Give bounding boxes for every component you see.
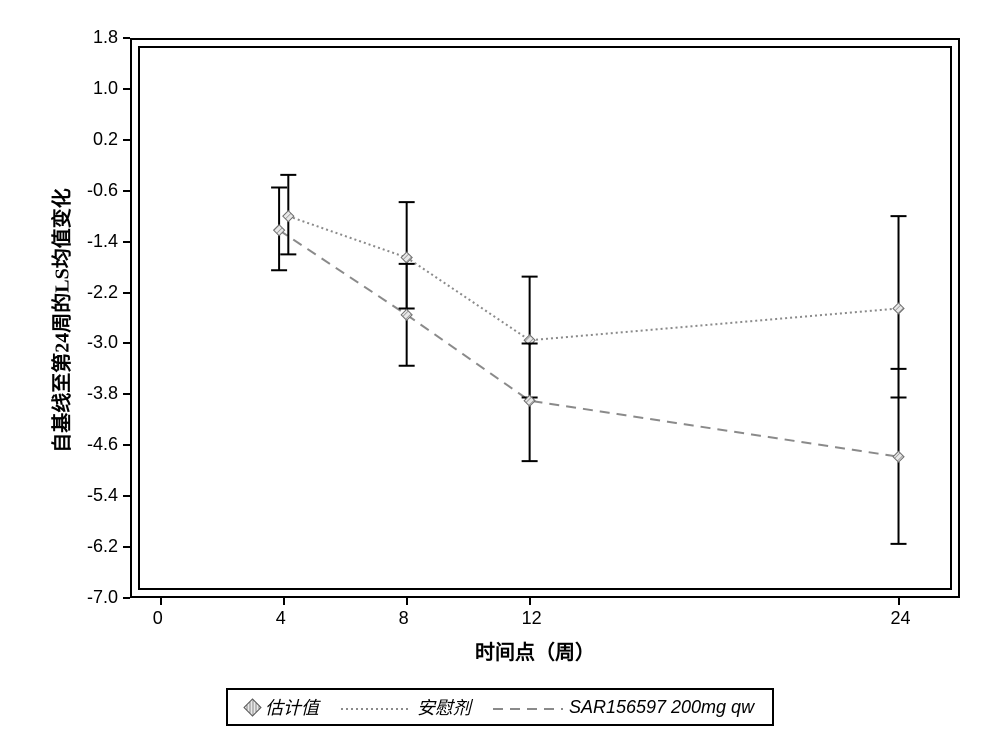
y-tick-label: -6.2 [87,536,118,557]
legend-item: 估计值 [246,694,319,720]
y-tick-mark [123,88,130,90]
y-tick-mark [123,37,130,39]
legend-label: SAR156597 200mg qw [569,697,754,718]
y-tick-mark [123,190,130,192]
y-tick-mark [123,342,130,344]
legend-item: SAR156597 200mg qw [493,697,754,718]
legend-marker-icon [243,698,261,716]
y-tick-label: -0.6 [87,180,118,201]
y-tick-label: -3.0 [87,332,118,353]
x-tick-mark [898,598,900,605]
x-tick-label: 8 [399,608,409,629]
y-tick-mark [123,546,130,548]
series-line-0 [288,216,898,340]
x-tick-label: 24 [891,608,911,629]
y-tick-label: -1.4 [87,231,118,252]
x-tick-label: 12 [522,608,542,629]
data-marker [893,303,904,314]
legend-label: 安慰剂 [417,694,471,720]
y-tick-mark [123,139,130,141]
y-tick-label: -3.8 [87,383,118,404]
legend-label: 估计值 [265,694,319,720]
y-tick-mark [123,444,130,446]
x-tick-mark [283,598,285,605]
plot-svg [20,20,980,680]
x-tick-mark [160,598,162,605]
data-marker [401,252,412,263]
x-tick-label: 0 [153,608,163,629]
legend: 估计值 安慰剂 SAR156597 200mg qw [226,688,774,726]
y-tick-label: 0.2 [93,129,118,150]
y-tick-label: -7.0 [87,587,118,608]
y-tick-label: 1.0 [93,78,118,99]
y-tick-label: -2.2 [87,282,118,303]
legend-line-icon [341,700,411,714]
x-tick-mark [406,598,408,605]
chart-container: 自基线至第24周的LS均值变化 时间点（周） -7.0-6.2-5.4-4.6-… [20,20,980,680]
data-marker [283,211,294,222]
y-tick-mark [123,393,130,395]
x-tick-label: 4 [276,608,286,629]
series-line-1 [279,230,898,457]
y-tick-mark [123,241,130,243]
x-tick-mark [529,598,531,605]
legend-line-icon [493,700,563,714]
y-tick-mark [123,495,130,497]
data-marker [893,451,904,462]
legend-item: 安慰剂 [341,694,471,720]
y-tick-label: -5.4 [87,485,118,506]
data-marker [274,225,285,236]
y-tick-label: -4.6 [87,434,118,455]
y-tick-mark [123,597,130,599]
y-tick-mark [123,292,130,294]
y-tick-label: 1.8 [93,27,118,48]
